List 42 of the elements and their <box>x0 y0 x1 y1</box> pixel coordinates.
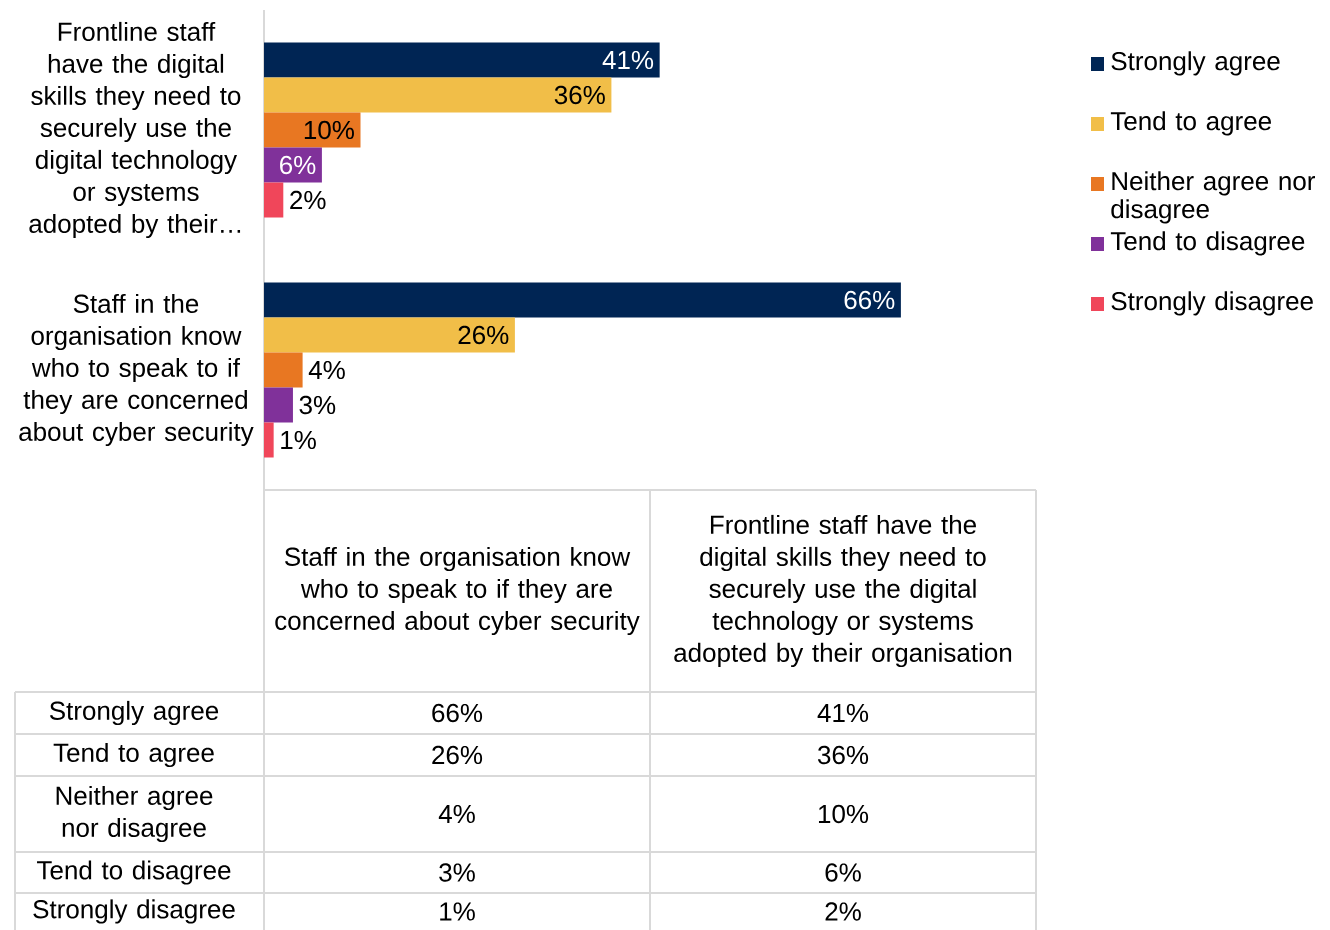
bar <box>264 422 274 458</box>
bar <box>264 77 612 113</box>
text: Neither agree nor disagree <box>56 785 213 843</box>
text: Strongly disagree <box>33 899 235 924</box>
text: 2% <box>825 902 861 921</box>
bar <box>264 112 361 148</box>
legend-label: Tend to agree <box>1110 111 1271 136</box>
text: 66% <box>432 703 483 723</box>
text: 26% <box>432 745 483 765</box>
legend-label: Strongly agree <box>1111 51 1280 76</box>
text: Frontline staff have the digital skills they need to securely use the digital technology or systems adopted by their organisation <box>674 514 1012 668</box>
text: 10% <box>818 804 869 824</box>
data-label: 41% <box>602 50 654 70</box>
text: 6% <box>825 863 861 882</box>
text: Staff in the organisation know who to speak to if they are concerned about cyber security <box>275 546 640 636</box>
data-label: 3% <box>299 395 336 415</box>
text: Tend to disagree <box>37 860 231 885</box>
data-label: 4% <box>308 360 345 380</box>
text: 41% <box>817 703 869 723</box>
text: 36% <box>817 745 869 765</box>
bar <box>264 352 303 388</box>
text: Strongly agree <box>49 700 219 726</box>
data-label: 2% <box>290 190 326 210</box>
text: 4% <box>438 804 475 824</box>
text: 3% <box>439 863 475 882</box>
data-label: 36% <box>554 85 605 105</box>
y-tick-label: Frontline staff have the digital skills they need to securely use the digital technology or systems adopted by their… <box>29 21 241 239</box>
legend-label: Tend to disagree <box>1110 231 1305 256</box>
data-label: 1% <box>281 430 316 450</box>
text: 1% <box>440 902 475 921</box>
data-label: 10% <box>304 120 354 140</box>
bar <box>264 182 284 218</box>
data-label: 26% <box>458 325 509 345</box>
data-label: 66% <box>844 290 895 310</box>
legend-label: Neither agree nor disagree <box>1111 171 1315 224</box>
text: Tend to agree <box>53 742 214 768</box>
bar <box>264 282 901 318</box>
data-label: 6% <box>280 155 316 175</box>
bar <box>264 317 515 353</box>
bar <box>264 42 660 78</box>
bar <box>264 387 293 423</box>
legend-label: Strongly disagree <box>1111 291 1313 316</box>
